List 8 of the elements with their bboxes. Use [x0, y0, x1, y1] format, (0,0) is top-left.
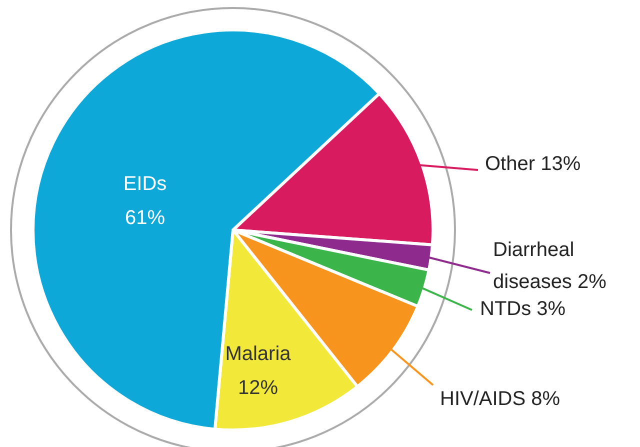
slice-label: EIDs: [123, 173, 167, 195]
slice-label: HIV/AIDS 8%: [440, 388, 560, 410]
data-label: 61%: [124, 207, 166, 229]
data-label: 12%: [238, 377, 278, 399]
slice-label: NTDs 3%: [480, 298, 566, 320]
slice-label: Diarrheal diseases 2%: [493, 239, 607, 293]
slice-label: Malaria: [225, 343, 292, 365]
slice-label: Other 13%: [485, 153, 581, 175]
